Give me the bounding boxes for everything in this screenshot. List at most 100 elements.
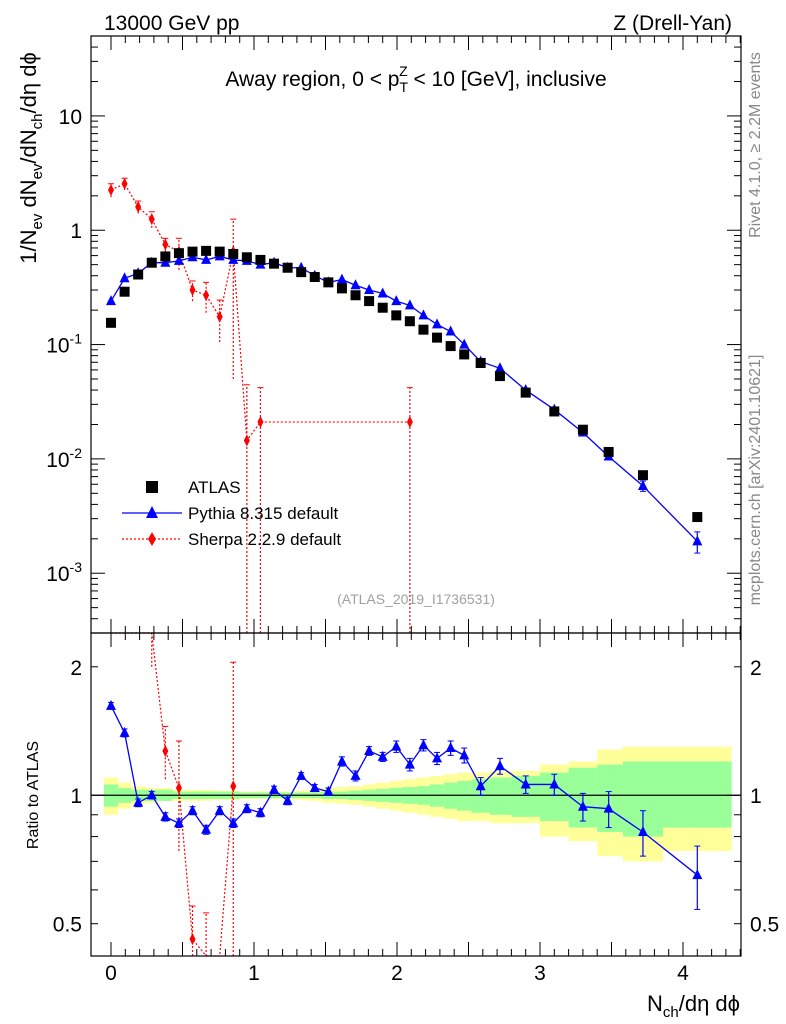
- pythia-ratio-point: [350, 769, 361, 780]
- sherpa-ratio-point: [230, 780, 237, 793]
- y-tick-label: 10-3: [46, 559, 82, 586]
- sherpa-point: [135, 200, 142, 213]
- pythia-ratio-point: [577, 800, 588, 811]
- ratio-y-tick-label-right: 1: [750, 785, 762, 808]
- y-tick-label-exp: -2: [70, 445, 83, 461]
- legend-label: ATLAS: [188, 478, 241, 497]
- pythia-point: [350, 279, 361, 290]
- xlabel-post: /dη dϕ: [679, 991, 740, 1016]
- y-tick-label-base: 10: [46, 335, 69, 358]
- y-tick-label-exp: -3: [70, 559, 83, 575]
- x-tick-label: 4: [677, 962, 689, 985]
- atlas-point: [296, 267, 307, 278]
- main-title-pre: Away region, 0 < p: [225, 68, 399, 91]
- main-title-sub: T: [400, 79, 409, 95]
- pythia-point: [160, 256, 171, 267]
- atlas-point: [160, 251, 171, 262]
- pythia-ratio-point: [187, 804, 198, 815]
- sherpa-point: [243, 434, 250, 447]
- main-title: Away region, 0 < pTZ < 10 [GeV], inclusi…: [225, 63, 606, 95]
- sherpa-point: [108, 183, 114, 196]
- xlabel-base: N: [647, 991, 663, 1016]
- pythia-ratio-point: [336, 755, 347, 766]
- atlas-point: [187, 246, 198, 257]
- pythia-point: [692, 535, 703, 546]
- pythia-point: [445, 325, 456, 336]
- y-tick-label-base: 10: [46, 563, 69, 586]
- sherpa-ratio-point: [162, 744, 169, 757]
- legend-marker: [148, 532, 156, 546]
- atlas-point: [309, 271, 320, 282]
- legend-marker: [146, 481, 158, 493]
- atlas-point: [106, 317, 116, 328]
- atlas-point: [603, 446, 614, 457]
- pythia-ratio-point: [692, 869, 703, 880]
- atlas-point: [418, 324, 429, 335]
- atlas-point: [255, 254, 266, 265]
- pythia-ratio-point: [309, 781, 320, 792]
- sherpa-point: [162, 238, 169, 251]
- atlas-point: [119, 286, 130, 297]
- pythia-ratio-point: [241, 802, 252, 813]
- atlas-point: [459, 349, 470, 360]
- atlas-point: [637, 470, 648, 481]
- ratio-y-tick-label-right: 2: [750, 657, 762, 680]
- main-title-sup: Z: [399, 63, 408, 79]
- pythia-ratio-point: [364, 744, 375, 755]
- y-tick-label-base: 10: [46, 449, 69, 472]
- pythia-ratio-point: [549, 778, 560, 789]
- atlas-point: [214, 246, 225, 257]
- atlas-point: [432, 332, 443, 343]
- pythia-ratio-point: [296, 769, 307, 780]
- atlas-point: [391, 310, 402, 321]
- ratio-panel: 2 2 1 1 0.5 0.5 0 1 2 3 4 Ratio to ATLAS Nch/dη dϕ: [25, 632, 779, 1021]
- pythia-point: [173, 254, 184, 265]
- atlas-point: [323, 277, 334, 288]
- pythia-ratio-point: [282, 794, 293, 805]
- pythia-ratio-point: [214, 804, 225, 815]
- xlabel-sub: ch: [663, 1004, 679, 1021]
- pythia-ratio-point: [494, 760, 505, 771]
- atlas-point: [577, 424, 588, 435]
- pythia-point: [119, 272, 130, 283]
- legend-marker: [146, 506, 158, 518]
- sherpa-point: [189, 284, 196, 297]
- sherpa-point: [257, 416, 264, 429]
- pythia-ratio-point: [323, 785, 334, 796]
- atlas-point: [364, 296, 375, 307]
- atlas-point: [445, 341, 456, 352]
- y-tick-label-exp: -1: [70, 331, 83, 347]
- x-tick-label: 2: [391, 962, 403, 985]
- y-tick-label: 10-1: [46, 331, 82, 358]
- sherpa-point: [216, 310, 223, 323]
- atlas-point: [350, 290, 361, 301]
- ratio-axes-layer: 2 2 1 1 0.5 0.5 0 1 2 3 4: [53, 632, 779, 985]
- stat-band: [489, 777, 512, 815]
- pythia-ratio-point: [520, 778, 531, 789]
- sherpa-point: [203, 289, 210, 302]
- pythia-point: [201, 253, 212, 264]
- legend: ATLAS Pythia 8.315 default Sherpa 2.2.9 de…: [122, 478, 341, 549]
- sherpa-point: [148, 213, 155, 226]
- atlas-point: [475, 357, 486, 368]
- pythia-point: [404, 299, 415, 310]
- atlas-point: [336, 283, 347, 294]
- pythia-ratio-point: [255, 806, 266, 817]
- pythia-point: [377, 287, 388, 298]
- atlas-point: [201, 245, 212, 256]
- atlas-point: [377, 302, 388, 313]
- sherpa-ratio-point: [189, 933, 196, 946]
- sherpa-point: [406, 416, 413, 429]
- pythia-point: [459, 338, 470, 349]
- x-tick-label: 0: [105, 962, 117, 985]
- x-tick-label: 1: [248, 962, 260, 985]
- legend-label: Pythia 8.315 default: [188, 504, 339, 523]
- pythia-ratio-point: [201, 823, 212, 834]
- pythia-point: [637, 479, 648, 490]
- atlas-point: [549, 406, 560, 417]
- pythia-ratio-point: [228, 817, 239, 828]
- atlas-point: [692, 512, 703, 523]
- pythia-ratio-point: [459, 749, 470, 760]
